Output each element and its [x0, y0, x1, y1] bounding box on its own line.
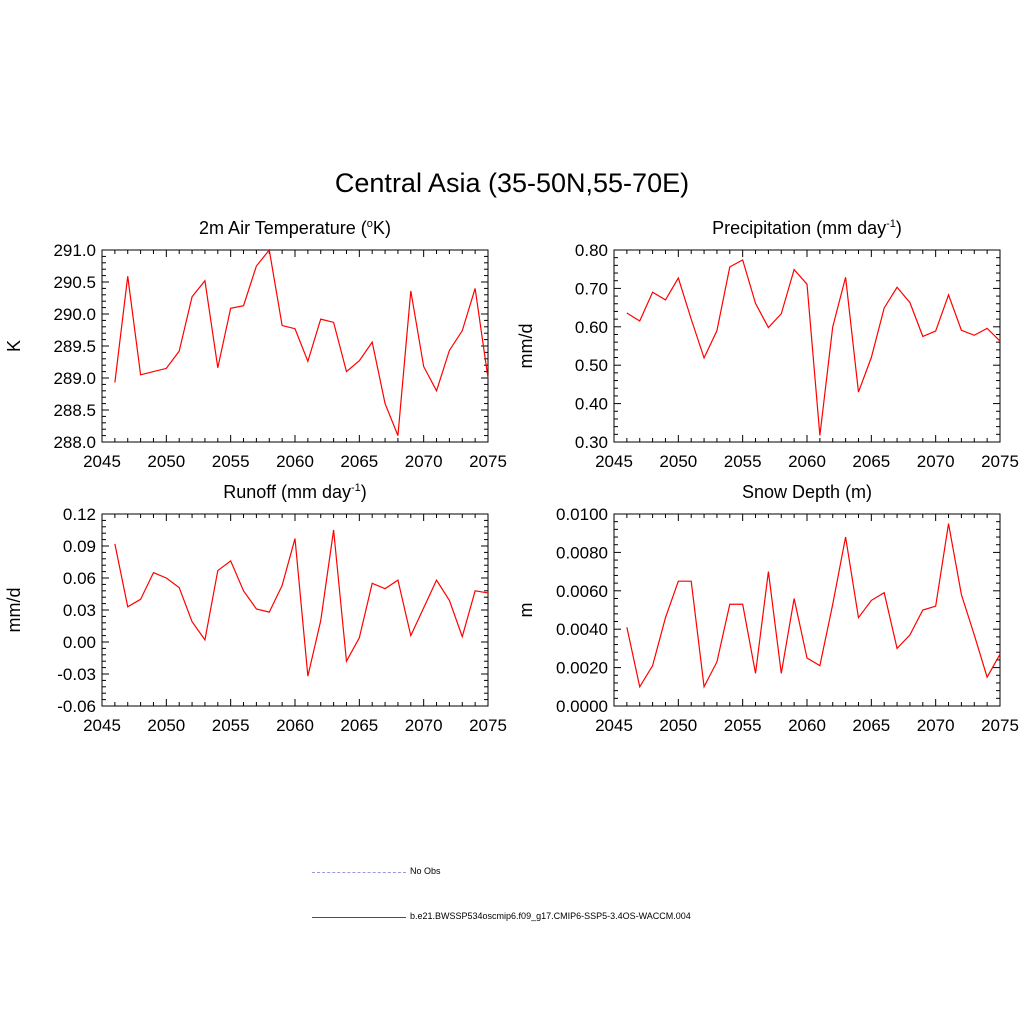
x-tick-label: 2075	[469, 716, 507, 735]
x-tick-label: 2045	[83, 452, 121, 471]
x-tick-label: 2065	[340, 452, 378, 471]
legend-solid-line-icon	[312, 917, 406, 918]
series-line	[626, 523, 1001, 689]
series-line	[114, 529, 489, 677]
plot-frame	[613, 513, 1001, 707]
y-axis-label: K	[4, 340, 24, 352]
x-tick-label: 2055	[724, 716, 762, 735]
y-tick-label: 0.09	[63, 537, 96, 556]
x-tick-label: 2045	[595, 452, 633, 471]
plot-frame	[101, 249, 489, 443]
y-tick-label: 0.0020	[556, 659, 608, 678]
y-tick-label: 289.5	[53, 337, 96, 356]
panel-precipitation: Precipitation (mm day-1) 2045 2050 2055 206…	[512, 218, 1024, 488]
y-tick-label: -0.06	[57, 697, 96, 716]
y-tick-label: 0.40	[575, 395, 608, 414]
x-tick-label: 2055	[724, 452, 762, 471]
x-tick-label: 2065	[852, 716, 890, 735]
x-tick-label: 2075	[981, 716, 1019, 735]
x-tick-label: 2050	[659, 452, 697, 471]
y-tick-label: 0.03	[63, 601, 96, 620]
y-axis-label: m	[516, 603, 536, 618]
y-tick-label: 291.0	[53, 241, 96, 260]
x-tick-label: 2055	[212, 452, 250, 471]
y-tick-label: 0.00	[63, 633, 96, 652]
x-tick-label: 2060	[276, 716, 314, 735]
plot-frame	[613, 249, 1001, 443]
y-tick-label: 0.30	[575, 433, 608, 452]
x-tick-label: 2075	[469, 452, 507, 471]
y-tick-label: 0.80	[575, 241, 608, 260]
x-tick-label: 2060	[788, 716, 826, 735]
chart-svg: 2045 2050 2055 2060 2065 2070 2075 -0.06 -0.03 0.…	[4, 505, 507, 735]
x-tick-label: 2045	[83, 716, 121, 735]
x-tick-label: 2050	[659, 716, 697, 735]
x-tick-label: 2070	[917, 716, 955, 735]
x-tick-label: 2065	[340, 716, 378, 735]
x-tick-label: 2045	[595, 716, 633, 735]
panel-title: Runoff (mm day-1)	[223, 482, 367, 502]
y-tick-label: 289.0	[53, 369, 96, 388]
x-tick-label: 2050	[147, 716, 185, 735]
chart-svg: 2045 2050 2055 2060 2065 2070 2075 288.0 288.5 28…	[4, 241, 507, 471]
y-tick-label: 290.5	[53, 273, 96, 292]
x-tick-label: 2060	[276, 452, 314, 471]
y-tick-label: 0.50	[575, 356, 608, 375]
x-tick-label: 2060	[788, 452, 826, 471]
x-tick-label: 2070	[405, 452, 443, 471]
y-axis-label: mm/d	[4, 588, 24, 633]
y-tick-label: -0.03	[57, 665, 96, 684]
y-tick-label: 0.70	[575, 279, 608, 298]
legend-label: No Obs	[410, 866, 441, 876]
x-tick-label: 2075	[981, 452, 1019, 471]
y-tick-label: 0.0060	[556, 582, 608, 601]
y-tick-label: 288.0	[53, 433, 96, 452]
panel-snow-depth: Snow Depth (m) 2045 2050 2055 2060 2065 2070 2…	[512, 482, 1024, 752]
panel-title: Snow Depth (m)	[741, 482, 873, 502]
chart-svg: 2045 2050 2055 2060 2065 2070 2075 0.0000 0.0020…	[516, 505, 1019, 735]
y-tick-label: 0.0080	[556, 543, 608, 562]
panel-air-temperature: 2m Air Temperature (oK) 2045 2050 2055 2060…	[0, 218, 512, 488]
y-tick-label: 0.06	[63, 569, 96, 588]
legend-label: b.e21.BWSSP534oscmip6.f09_g17.CMIP6-SSP5…	[410, 911, 691, 921]
legend-dashed-line-icon	[312, 872, 406, 873]
y-tick-label: 290.0	[53, 305, 96, 324]
series-line	[626, 259, 1001, 436]
y-tick-label: 0.12	[63, 505, 96, 524]
series-line	[114, 248, 489, 436]
legend-item-obs: No Obs	[300, 866, 800, 880]
y-tick-label: 0.60	[575, 318, 608, 337]
y-tick-label: 0.0100	[556, 505, 608, 524]
x-tick-label: 2050	[147, 452, 185, 471]
y-tick-label: 288.5	[53, 401, 96, 420]
x-tick-label: 2065	[852, 452, 890, 471]
chart-svg: 2045 2050 2055 2060 2065 2070 2075 0.30 0.40 0.50…	[516, 241, 1019, 471]
y-tick-label: 0.0040	[556, 620, 608, 639]
figure-title: Central Asia (35-50N,55-70E)	[334, 168, 690, 198]
x-tick-label: 2055	[212, 716, 250, 735]
x-tick-label: 2070	[917, 452, 955, 471]
y-axis-label: mm/d	[516, 324, 536, 369]
panel-title: Precipitation (mm day-1)	[712, 218, 902, 238]
legend-item-model: b.e21.BWSSP534oscmip6.f09_g17.CMIP6-SSP5…	[300, 911, 800, 925]
x-tick-label: 2070	[405, 716, 443, 735]
panel-runoff: Runoff (mm day-1) 2045 2050 2055 2060 2065 20…	[0, 482, 512, 752]
y-tick-label: 0.0000	[556, 697, 608, 716]
panel-title: 2m Air Temperature (oK)	[199, 218, 391, 238]
